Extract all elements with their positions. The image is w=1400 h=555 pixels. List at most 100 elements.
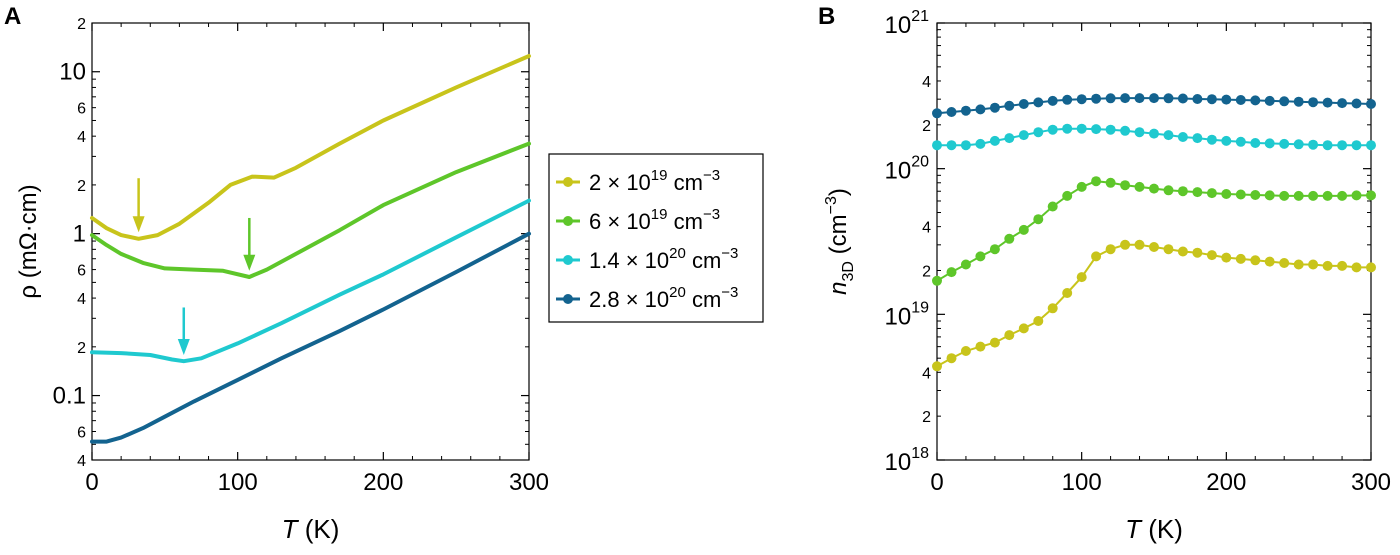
- y-tick-label-exponent: 21: [911, 8, 929, 25]
- series-3-point: [1250, 138, 1261, 148]
- series-3-point: [1004, 133, 1015, 144]
- series-3-point: [946, 140, 957, 151]
- series-2-point: [1120, 180, 1131, 191]
- legend-entry: 1.4 × 1020 cm−3: [589, 245, 738, 273]
- legend-entry: 2 × 1019 cm−3: [589, 167, 720, 195]
- legend-unit-exponent: −3: [703, 206, 720, 223]
- series-4-point: [1308, 97, 1319, 108]
- legend-unit-exponent: −3: [703, 167, 720, 184]
- series-2-point: [1004, 233, 1015, 244]
- series-2-point: [1163, 185, 1174, 196]
- series-2-point: [975, 251, 986, 262]
- series-line-3: [90, 198, 531, 364]
- legend-box: [548, 153, 764, 323]
- plot-frame: [936, 22, 1372, 461]
- legend-unit: cm: [667, 209, 702, 234]
- series-2-point: [1308, 190, 1319, 201]
- y-minor-tick-label: 6: [77, 101, 86, 118]
- legend-times-ten: × 10: [601, 170, 651, 195]
- y-tick-label-base: 10: [885, 12, 912, 39]
- series-4-point: [1105, 93, 1116, 104]
- series-1-point: [932, 361, 942, 372]
- series-line-1: [90, 54, 531, 241]
- y-minor-tick-label: 2: [922, 409, 931, 426]
- y-axis-label-variable: n: [825, 282, 852, 295]
- series-4-point: [946, 107, 957, 117]
- series-1-point: [1091, 251, 1102, 262]
- y-minor-tick-label: 4: [922, 74, 931, 91]
- series-2-point: [1351, 190, 1362, 201]
- series-4-point: [1366, 99, 1376, 109]
- series-1-point: [1322, 260, 1333, 271]
- series-1-point: [989, 337, 1000, 348]
- legend-unit-exponent: −3: [721, 284, 738, 301]
- legend-unit: cm: [667, 170, 702, 195]
- y-tick-label-exponent: 19: [911, 299, 929, 316]
- y-minor-tick-label: 4: [77, 291, 86, 308]
- x-axis-label: T (K): [282, 514, 340, 544]
- series-4-point: [1337, 98, 1348, 109]
- x-tick-label: 200: [363, 469, 403, 496]
- legend-times-ten: × 10: [620, 248, 670, 273]
- y-tick-label: 0.1: [53, 383, 86, 410]
- series-1-point: [1105, 244, 1116, 255]
- series-line-1: [936, 243, 1371, 368]
- legend-swatch-marker: [563, 216, 573, 226]
- series-2-point: [1177, 186, 1188, 197]
- y-axis-label-exponent: −3: [823, 196, 840, 214]
- x-axis-label-variable: T: [1125, 514, 1143, 544]
- legend-mantissa: 2.8: [589, 287, 620, 312]
- series-1-point: [1062, 288, 1073, 298]
- series-4-point: [1163, 93, 1174, 104]
- y-minor-tick-label: 4: [77, 129, 86, 146]
- legend-times-ten: × 10: [601, 209, 651, 234]
- x-tick-label: 0: [930, 469, 943, 496]
- series-1-point: [1192, 247, 1203, 258]
- x-tick-label: 300: [509, 469, 549, 496]
- series-3-point: [989, 135, 1000, 146]
- legend-swatch-marker: [563, 294, 573, 304]
- series-1-point: [1134, 239, 1145, 250]
- x-axis-label: T (K): [1125, 514, 1183, 544]
- series-1-point: [1279, 258, 1290, 268]
- series-3-point: [1264, 138, 1275, 149]
- series-4-point: [989, 102, 1000, 113]
- series-1-point: [1221, 252, 1232, 263]
- y-minor-tick-label: 4: [77, 453, 86, 470]
- series-3-point: [1149, 128, 1159, 139]
- series-4-point: [1033, 97, 1044, 108]
- series-4-point: [1250, 95, 1261, 106]
- series-4-point: [960, 105, 971, 116]
- series-2-point: [989, 244, 1000, 255]
- series-2-point: [1018, 224, 1029, 235]
- series-2-point: [1192, 187, 1203, 198]
- series-4-point: [1177, 93, 1188, 104]
- series-3-point: [1163, 130, 1174, 141]
- y-tick-label: 1018: [885, 445, 930, 476]
- series-4-point: [1322, 97, 1333, 108]
- legend-entry: 6 × 1019 cm−3: [589, 206, 720, 234]
- series-1-point: [975, 341, 986, 352]
- y-minor-tick-label: 2: [77, 178, 86, 195]
- legend-unit: cm: [686, 248, 721, 273]
- series-line-4: [90, 231, 531, 444]
- series-1-point: [1177, 246, 1188, 257]
- y-axis-label-unit: (cm: [825, 214, 852, 261]
- series-1-point: [1250, 255, 1261, 266]
- series-3-point: [1308, 139, 1319, 150]
- series-3-point: [1177, 132, 1188, 142]
- series-4-point: [1120, 93, 1131, 104]
- series-2-point: [960, 259, 971, 270]
- legend-mantissa: 6: [589, 209, 601, 234]
- y-minor-tick-label: 2: [922, 118, 931, 135]
- series-3-point: [960, 140, 971, 151]
- series-2-point: [1149, 183, 1159, 194]
- series-4-point: [1149, 93, 1159, 104]
- legend-exponent: 19: [651, 167, 668, 184]
- series-2-point: [1279, 190, 1290, 201]
- series-1-point: [960, 346, 971, 356]
- series-2-point: [1076, 181, 1087, 192]
- series-1-point: [1163, 244, 1174, 255]
